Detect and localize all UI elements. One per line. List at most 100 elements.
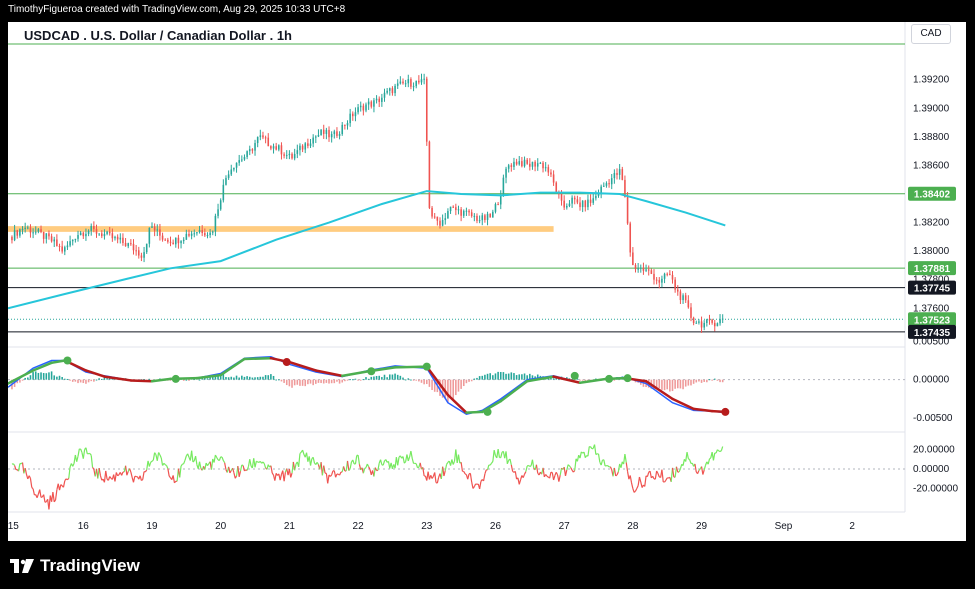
oscillator-segment [144, 469, 148, 473]
macd-signal-segment [393, 365, 429, 369]
candle-body [698, 321, 700, 323]
candle-body [700, 321, 703, 328]
time-tick-label: 22 [353, 521, 365, 532]
oscillator-segment [446, 462, 449, 465]
candle-body [270, 146, 272, 149]
oscillator-segment [339, 471, 342, 476]
candle-body [529, 163, 531, 167]
macd-signal-segment [8, 369, 35, 385]
macd-histogram-bar [552, 378, 555, 380]
macd-histogram-bar [328, 379, 330, 384]
macd-cross-marker [605, 374, 614, 383]
candle-body [344, 124, 346, 126]
oscillator-segment [625, 462, 629, 472]
oscillator-segment [263, 463, 267, 469]
candle-body [233, 167, 235, 170]
candle-body [190, 233, 193, 236]
macd-histogram-bar [56, 376, 58, 380]
oscillator-segment [632, 488, 635, 493]
candle-body [381, 97, 383, 102]
macd-histogram-bar [465, 379, 468, 384]
macd-histogram-bar [270, 374, 272, 380]
oscillator-segment [717, 449, 720, 452]
macd-histogram-bar [315, 379, 317, 384]
oscillator-segment [346, 460, 350, 471]
candle-body [404, 83, 407, 85]
candle-body [642, 267, 645, 271]
candle-body [177, 237, 180, 244]
oscillator-segment [82, 449, 86, 459]
oscillator-segment [469, 473, 473, 483]
candle-body [116, 236, 119, 240]
candle-body [600, 186, 602, 195]
candle-body [468, 210, 470, 213]
candle-body [11, 236, 13, 241]
macd-histogram-bar [515, 375, 518, 380]
macd-histogram-bar [71, 379, 74, 382]
candle-body [90, 225, 93, 231]
price-label-badge [908, 261, 956, 276]
oscillator-segment [609, 466, 613, 471]
oscillator-segment [559, 468, 563, 476]
macd-histogram-bar [95, 379, 98, 381]
oscillator-segment [646, 472, 650, 477]
chart-canvas[interactable]: 1.39200 1.39000 1.38800 1.38600 1.38200 1.380… [8, 22, 966, 541]
time-tick-label: 20 [215, 521, 227, 532]
oscillator-segment [489, 462, 493, 466]
oscillator-segment [21, 462, 25, 474]
time-tick-label: 27 [559, 521, 571, 532]
oscillator-segment [564, 469, 568, 477]
candle-body [278, 145, 280, 150]
oscillator-segment [505, 451, 508, 464]
macd-histogram-bar [388, 374, 391, 380]
oscillator-segment [463, 471, 466, 475]
candle-body [708, 319, 711, 321]
macd-histogram-bar [373, 376, 375, 380]
oscillator-segment [14, 465, 17, 470]
candle-body [388, 88, 391, 91]
candle-body [251, 149, 254, 151]
oscillator-segment [675, 466, 679, 473]
macd-histogram-bar [251, 377, 254, 380]
candle-body [106, 231, 108, 234]
osc-tick-label: 20.00000 [913, 445, 955, 456]
oscillator-segment [65, 478, 68, 481]
osc-tick-label: 0.00000 [913, 464, 950, 475]
candle-body [124, 242, 127, 247]
oscillator-segment [593, 444, 597, 455]
macd-histogram-bar [275, 379, 277, 381]
candle-body [502, 177, 505, 196]
candle-body [180, 241, 182, 244]
oscillator-segment [567, 464, 570, 467]
macd-histogram-bar [663, 379, 666, 391]
candle-body [676, 289, 679, 292]
candle-body [77, 235, 79, 239]
macd-histogram-bar [13, 379, 16, 387]
macd-histogram-bar [362, 379, 365, 381]
macd-histogram-bar [439, 379, 441, 396]
candle-body [394, 85, 396, 94]
oscillator-segment [52, 492, 55, 502]
oscillator-segment [484, 469, 487, 475]
candle-body [50, 236, 53, 242]
oscillator-segment [183, 459, 186, 464]
macd-histogram-bar [473, 378, 476, 380]
oscillator-segment [271, 472, 275, 476]
chart-frame[interactable]: 1.39200 1.39000 1.38800 1.38600 1.38200 1.380… [8, 22, 966, 541]
macd-histogram-bar [272, 375, 275, 380]
macd-histogram-bar [344, 379, 346, 382]
macd-histogram-bar [381, 377, 383, 380]
candle-body [346, 123, 349, 126]
oscillator-segment [198, 461, 202, 469]
candle-body [399, 81, 402, 84]
candle-body [621, 169, 624, 180]
macd-histogram-bar [375, 376, 378, 380]
macd-histogram-bar [66, 378, 69, 380]
oscillator-segment [218, 456, 222, 461]
candle-body [336, 131, 338, 136]
oscillator-segment [624, 453, 627, 463]
macd-tick-label: -0.00500 [913, 413, 953, 424]
currency-selector[interactable]: CAD [911, 24, 951, 44]
oscillator-segment [457, 454, 461, 464]
oscillator-segment [204, 462, 207, 470]
